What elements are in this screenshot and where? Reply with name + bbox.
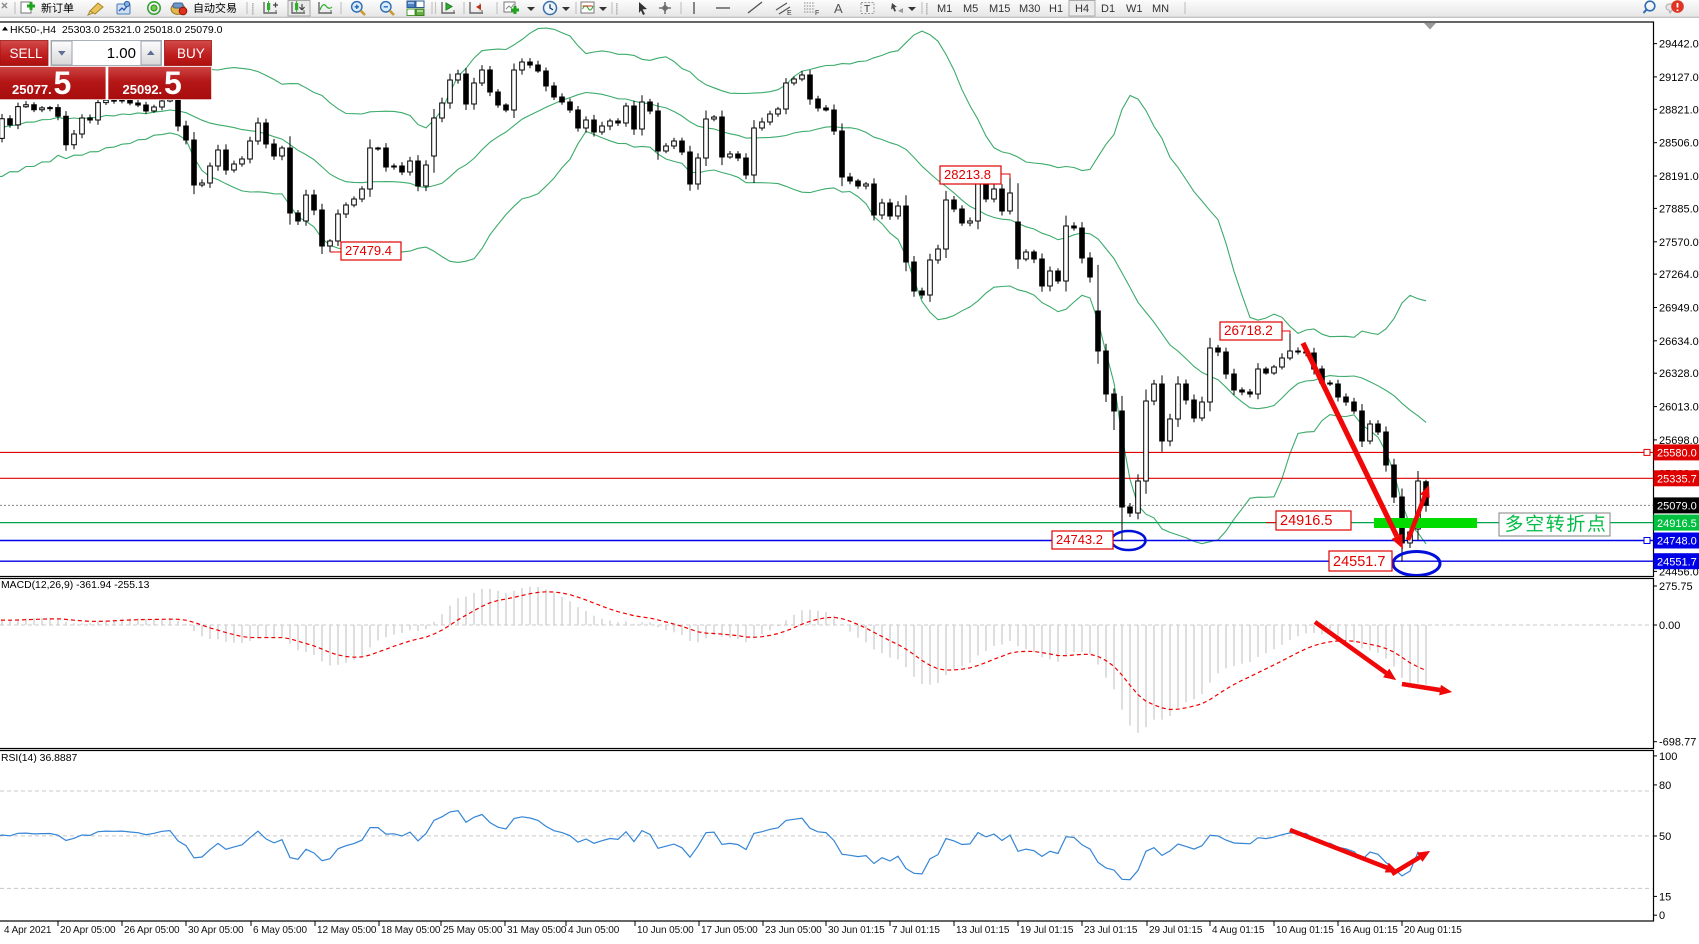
svg-text:50: 50 <box>1659 831 1671 843</box>
svg-text:24551.7: 24551.7 <box>1333 554 1385 570</box>
svg-text:4 Aug 01:15: 4 Aug 01:15 <box>1212 925 1265 936</box>
svg-text:28821.0: 28821.0 <box>1659 104 1699 116</box>
svg-text:MN: MN <box>1152 3 1169 15</box>
svg-text:24748.0: 24748.0 <box>1657 536 1697 548</box>
svg-text:26634.0: 26634.0 <box>1659 336 1699 348</box>
svg-text:25580.0: 25580.0 <box>1657 448 1697 460</box>
svg-text:25092: 25092 <box>123 82 159 97</box>
svg-text:100: 100 <box>1659 751 1677 763</box>
svg-text:.: . <box>159 82 163 97</box>
svg-text:31 May 05:00: 31 May 05:00 <box>507 925 567 936</box>
svg-text:SELL: SELL <box>10 46 44 61</box>
svg-text:29442.0: 29442.0 <box>1659 39 1699 51</box>
svg-text:19 Jul 01:15: 19 Jul 01:15 <box>1020 925 1074 936</box>
svg-text:6 May 05:00: 6 May 05:00 <box>253 925 307 936</box>
svg-text:5: 5 <box>54 65 72 101</box>
svg-text:RSI(14) 36.8887: RSI(14) 36.8887 <box>1 753 77 764</box>
svg-text:24551.7: 24551.7 <box>1657 556 1697 568</box>
svg-text:24916.5: 24916.5 <box>1280 513 1332 529</box>
svg-text:30 Jun 01:15: 30 Jun 01:15 <box>828 925 885 936</box>
svg-text:20 Apr 05:00: 20 Apr 05:00 <box>60 925 116 936</box>
svg-text:1.00: 1.00 <box>107 45 136 62</box>
svg-text:29 Jul 01:15: 29 Jul 01:15 <box>1149 925 1203 936</box>
svg-text:MACD(12,26,9) -361.94 -255.13: MACD(12,26,9) -361.94 -255.13 <box>1 580 150 591</box>
svg-text:18 May 05:00: 18 May 05:00 <box>381 925 441 936</box>
svg-text:M1: M1 <box>937 3 952 15</box>
svg-text:15: 15 <box>1659 891 1671 903</box>
svg-text:4 Apr 2021: 4 Apr 2021 <box>4 925 52 936</box>
svg-text:17 Jun 05:00: 17 Jun 05:00 <box>701 925 758 936</box>
svg-text:13 Jul 01:15: 13 Jul 01:15 <box>956 925 1010 936</box>
svg-text:F: F <box>815 10 819 17</box>
svg-text:20 Aug 01:15: 20 Aug 01:15 <box>1404 925 1462 936</box>
svg-text:A: A <box>834 1 843 16</box>
svg-text:27885.0: 27885.0 <box>1659 203 1699 215</box>
svg-text:W1: W1 <box>1126 3 1143 15</box>
svg-text:23 Jul 01:15: 23 Jul 01:15 <box>1084 925 1138 936</box>
svg-text:10 Aug 01:15: 10 Aug 01:15 <box>1276 925 1334 936</box>
svg-text:7 Jul 01:15: 7 Jul 01:15 <box>892 925 940 936</box>
svg-text:-698.77: -698.77 <box>1659 737 1696 749</box>
svg-text:HK50-,H4 25303.0 25321.0 2501: HK50-,H4 25303.0 25321.0 25018.0 25079.0 <box>10 24 223 36</box>
svg-text:12 May 05:00: 12 May 05:00 <box>317 925 377 936</box>
svg-text:29127.0: 29127.0 <box>1659 72 1699 84</box>
svg-text:26718.2: 26718.2 <box>1224 323 1273 338</box>
svg-text:0.00: 0.00 <box>1659 620 1680 632</box>
svg-text:25335.7: 25335.7 <box>1657 474 1697 486</box>
svg-text:28506.0: 28506.0 <box>1659 138 1699 150</box>
svg-text:24743.2: 24743.2 <box>1056 532 1103 547</box>
svg-text:275.75: 275.75 <box>1659 581 1693 593</box>
svg-text:80: 80 <box>1659 780 1671 792</box>
svg-text:27570.0: 27570.0 <box>1659 237 1699 249</box>
svg-text:24916.5: 24916.5 <box>1657 518 1697 530</box>
svg-text:4 Jun 05:00: 4 Jun 05:00 <box>568 925 620 936</box>
svg-text:25077: 25077 <box>12 82 48 97</box>
svg-text:T: T <box>864 4 870 15</box>
svg-text:23 Jun 05:00: 23 Jun 05:00 <box>765 925 822 936</box>
svg-text:27264.0: 27264.0 <box>1659 269 1699 281</box>
svg-text:26013.0: 26013.0 <box>1659 402 1699 414</box>
svg-text:26 Apr 05:00: 26 Apr 05:00 <box>124 925 180 936</box>
svg-text:E: E <box>787 10 792 17</box>
svg-text:28191.0: 28191.0 <box>1659 171 1699 183</box>
svg-text:D1: D1 <box>1101 3 1115 15</box>
svg-text:25 May 05:00: 25 May 05:00 <box>443 925 503 936</box>
svg-text:16 Aug 01:15: 16 Aug 01:15 <box>1340 925 1398 936</box>
svg-text:26328.0: 26328.0 <box>1659 368 1699 380</box>
svg-text:27479.4: 27479.4 <box>345 243 392 258</box>
svg-text:M30: M30 <box>1019 3 1040 15</box>
svg-text:0: 0 <box>1659 910 1665 922</box>
svg-text:M15: M15 <box>989 3 1010 15</box>
svg-text:.: . <box>48 82 52 97</box>
svg-text:26949.0: 26949.0 <box>1659 303 1699 315</box>
svg-text:BUY: BUY <box>177 46 205 61</box>
svg-text:10 Jun 05:00: 10 Jun 05:00 <box>637 925 694 936</box>
svg-text:H4: H4 <box>1075 3 1089 15</box>
svg-text:25079.0: 25079.0 <box>1657 501 1697 513</box>
svg-text:5: 5 <box>164 65 182 101</box>
svg-text:M5: M5 <box>963 3 978 15</box>
svg-text:H1: H1 <box>1049 3 1063 15</box>
svg-text:28213.8: 28213.8 <box>944 167 991 182</box>
svg-text:30 Apr 05:00: 30 Apr 05:00 <box>188 925 244 936</box>
